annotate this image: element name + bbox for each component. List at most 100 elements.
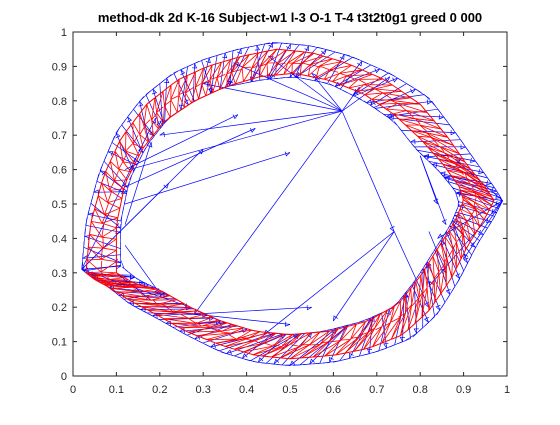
arrow-shaft: [82, 118, 156, 269]
mesh-edge-red: [400, 301, 401, 318]
y-tick-label: 0.5: [52, 199, 67, 211]
mesh-edge-red: [119, 162, 123, 170]
mesh-edge-red: [87, 259, 101, 260]
mesh-edge-red: [446, 277, 452, 286]
mesh-edge-red: [177, 95, 179, 113]
mesh-edge-red: [199, 84, 202, 99]
mesh-edge-red: [264, 343, 273, 346]
mesh-edge-red: [213, 78, 217, 93]
mesh-edge-red: [260, 76, 268, 77]
mesh-edge-red: [358, 79, 366, 83]
mesh-edge-red: [383, 91, 402, 93]
mesh-edge-red: [399, 119, 415, 120]
mesh-edge-red: [140, 128, 144, 135]
mesh-edge-red: [170, 296, 177, 300]
mesh-edge-red: [260, 332, 268, 333]
mesh-edge-red: [236, 325, 244, 327]
x-tick-label: 0.3: [196, 384, 211, 396]
arrow-shaft: [264, 232, 394, 335]
mesh-edge-red: [170, 100, 171, 118]
mesh-edge-red: [232, 72, 236, 84]
mesh-edge-red: [118, 208, 120, 218]
x-tick-label: 0.2: [152, 384, 167, 396]
mesh-edge-red: [103, 248, 116, 250]
mesh-edge-red: [88, 247, 103, 248]
x-tick-label: 0.6: [326, 384, 341, 396]
arrow-shaft: [125, 128, 255, 187]
mesh-edge-red: [228, 323, 236, 325]
y-tick-label: 1: [61, 27, 67, 39]
arrow-shaft: [342, 111, 394, 231]
x-tick-label: 0.9: [456, 384, 471, 396]
mesh-edge-red: [373, 74, 383, 79]
mesh-edge-red: [186, 93, 192, 103]
mesh-edge-red: [252, 330, 260, 332]
mesh-edge-red: [383, 79, 393, 85]
x-tick-label: 1: [504, 384, 510, 396]
mesh-edge-red: [120, 199, 122, 209]
y-tick-label: 0.3: [52, 268, 67, 280]
mesh-edge-red: [101, 272, 116, 273]
y-tick-label: 0.7: [52, 130, 67, 142]
mesh-edge-red: [462, 200, 463, 204]
arrow-shaft: [125, 152, 290, 204]
mesh-edge-red: [296, 51, 305, 52]
mesh-edge-red: [393, 111, 406, 114]
arrow-shaft: [134, 109, 155, 136]
arrow-head: [180, 70, 184, 75]
mesh-edge-red: [437, 243, 441, 249]
chart-title: method-dk 2d K-16 Subject-w1 l-3 O-1 T-4…: [98, 10, 482, 25]
arrow-head: [438, 234, 443, 238]
mesh-edge-red: [163, 91, 164, 105]
mesh-edge-red: [427, 288, 429, 311]
mesh-edge-red: [88, 234, 89, 247]
arrow-shaft: [435, 250, 450, 295]
mesh-edge-red: [365, 95, 372, 100]
mesh-edge-red: [98, 183, 101, 196]
y-tick-label: 0.9: [52, 61, 67, 73]
mesh-edge-red: [196, 87, 199, 99]
arrow-head: [152, 89, 156, 94]
x-tick-label: 0.4: [239, 384, 254, 396]
x-tick-label: 0.5: [282, 384, 297, 396]
mesh-edge-blue: [451, 186, 455, 192]
y-tick-label: 0: [61, 371, 67, 383]
mesh-edge-red: [352, 65, 362, 70]
mesh-edge-red: [351, 324, 357, 339]
mesh-edge-blue: [424, 95, 436, 107]
mesh-edge-red: [116, 218, 117, 228]
mesh-edge-red: [133, 113, 140, 122]
mesh-edge-red: [140, 113, 144, 126]
mesh-edge-red: [276, 333, 284, 334]
mesh-edge-red: [411, 288, 412, 304]
mesh-edge-red: [110, 180, 115, 190]
y-tick-label: 0.2: [52, 302, 67, 314]
mesh-edge-red: [109, 278, 125, 280]
mesh-edge-red: [115, 141, 120, 151]
mesh-edge-red: [151, 300, 177, 301]
y-tick-label: 0.8: [52, 96, 67, 108]
x-tick-label: 0.1: [109, 384, 124, 396]
mesh-edge-red: [91, 221, 102, 223]
mesh-edge-red: [386, 109, 406, 111]
arrow-shaft: [234, 63, 343, 111]
mesh-edge-blue: [94, 174, 99, 193]
mesh-edge-red: [163, 106, 164, 123]
arrow-shaft: [104, 161, 128, 187]
x-tick-label: 0.8: [413, 384, 428, 396]
mesh-edge-red: [268, 333, 276, 334]
mesh-edge-red: [95, 196, 99, 209]
mesh-edge-blue: [134, 96, 144, 109]
arrow-head: [233, 115, 238, 119]
arrow-shaft: [195, 111, 343, 314]
mesh-edge-red: [115, 171, 119, 181]
mesh-edge-red: [340, 73, 348, 75]
mesh-edge-red: [86, 260, 87, 273]
mesh-edge-red: [157, 304, 184, 305]
arrow-shaft: [160, 111, 342, 135]
mesh-edge-red: [202, 84, 206, 96]
arrow-shaft: [116, 133, 134, 172]
mesh-edge-red: [170, 113, 177, 118]
arrow-head: [250, 128, 255, 132]
